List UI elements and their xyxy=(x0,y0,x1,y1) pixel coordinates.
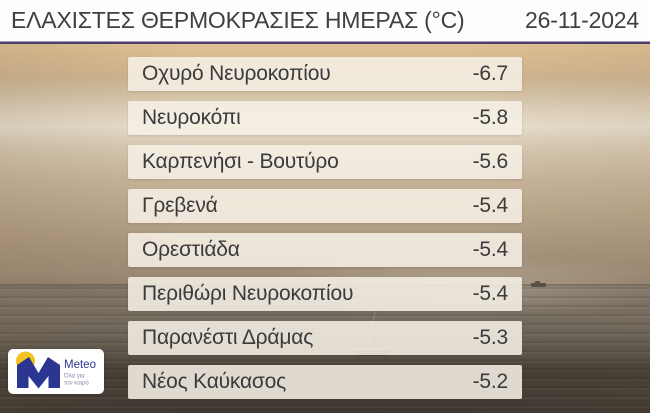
temperature-value: -6.7 xyxy=(472,62,509,85)
temperature-table: Οχυρό Νευροκοπίου -6.7 Νευροκόπι -5.8 Κα… xyxy=(128,57,522,399)
temperature-value: -5.4 xyxy=(472,282,509,305)
logo-tagline-line1: Όλα για xyxy=(63,374,85,380)
station-name: Νέος Καύκασος xyxy=(142,370,287,393)
temperature-value: -5.6 xyxy=(472,150,509,173)
table-row: Νέος Καύκασος -5.2 xyxy=(128,365,522,399)
header-divider xyxy=(0,41,650,44)
logo-brand-text: Meteo xyxy=(64,359,96,371)
station-name: Νευροκόπι xyxy=(142,106,241,129)
station-name: Οχυρό Νευροκοπίου xyxy=(142,62,331,85)
temperature-value: -5.2 xyxy=(472,370,509,393)
table-row: Περιθώρι Νευροκοπίου -5.4 xyxy=(128,277,522,311)
station-name: Καρπενήσι - Βουτύρο xyxy=(142,150,339,173)
temperature-value: -5.8 xyxy=(472,106,509,129)
table-row: Παρανέστι Δράμας -5.3 xyxy=(128,321,522,355)
temperature-value: -5.4 xyxy=(472,194,509,217)
temperature-value: -5.3 xyxy=(472,326,509,349)
header-bar: ΕΛΑΧΙΣΤΕΣ ΘΕΡΜΟΚΡΑΣΙΕΣ ΗΜΕΡΑΣ (°C) 26-11… xyxy=(0,0,650,41)
date-label: 26-11-2024 xyxy=(525,7,639,33)
distant-ship-image xyxy=(531,281,546,287)
meteo-logo: Meteo Όλα για τον καιρό xyxy=(8,349,104,394)
temperature-value: -5.4 xyxy=(472,238,509,261)
station-name: Γρεβενά xyxy=(142,194,218,217)
table-row: Καρπενήσι - Βουτύρο -5.6 xyxy=(128,145,522,179)
logo-m-icon xyxy=(17,357,60,389)
station-name: Ορεστιάδα xyxy=(142,238,240,261)
meteo-logo-graphic: Meteo Όλα για τον καιρό xyxy=(16,351,96,389)
table-row: Γρεβενά -5.4 xyxy=(128,189,522,223)
table-row: Ορεστιάδα -5.4 xyxy=(128,233,522,267)
table-row: Οχυρό Νευροκοπίου -6.7 xyxy=(128,57,522,91)
station-name: Παρανέστι Δράμας xyxy=(142,326,314,349)
page-title: ΕΛΑΧΙΣΤΕΣ ΘΕΡΜΟΚΡΑΣΙΕΣ ΗΜΕΡΑΣ (°C) xyxy=(11,7,465,33)
table-row: Νευροκόπι -5.8 xyxy=(128,101,522,135)
logo-tagline-line2: τον καιρό xyxy=(64,380,89,387)
station-name: Περιθώρι Νευροκοπίου xyxy=(142,282,354,305)
